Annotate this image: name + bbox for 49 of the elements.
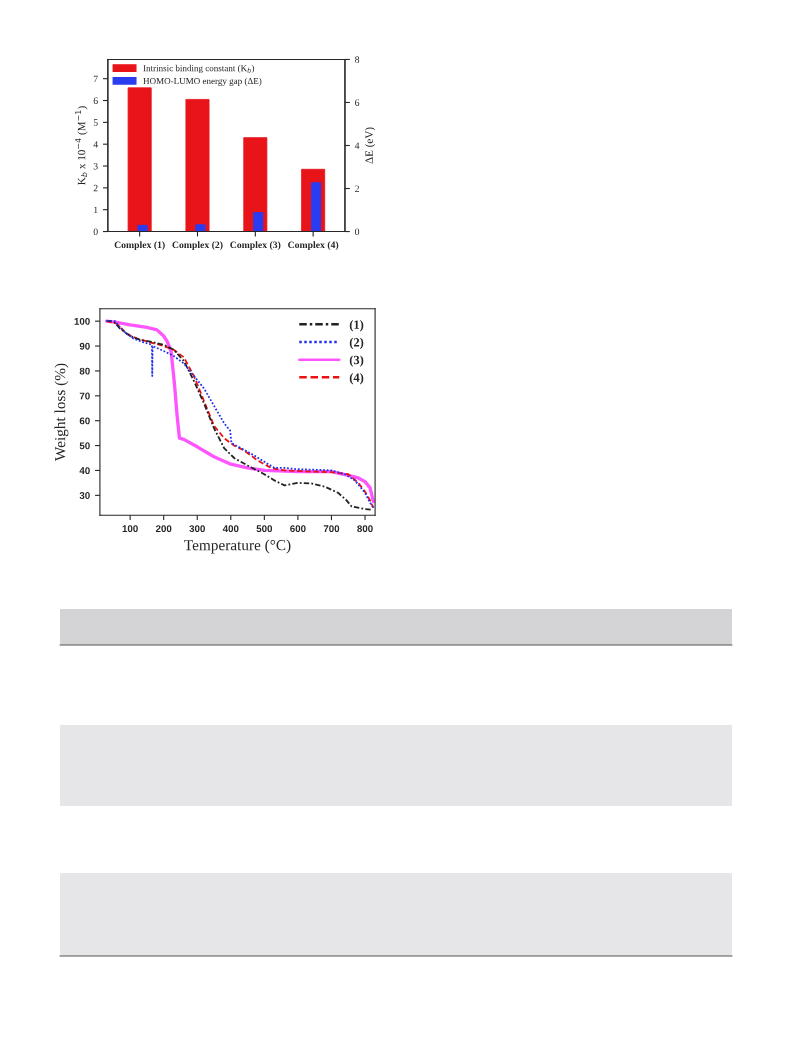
y2-tick-label: 0 (355, 228, 360, 236)
legend-label: (2) (349, 337, 364, 350)
x-tick-label: 300 (189, 525, 205, 533)
y2-tick-label: 8 (355, 56, 360, 63)
y-tick-label: 5 (93, 119, 98, 126)
y-tick-label: 6 (93, 97, 98, 104)
x-tick-label: Complex (1) (114, 241, 165, 251)
y-tick-label: 50 (79, 442, 90, 450)
x-tick-label: 800 (357, 525, 373, 533)
y-tick-label: 4 (93, 141, 98, 148)
y2-axis-title: ΔE (eV) (365, 127, 376, 164)
y-axis-title: K$_{b}$ x 10$^{−4}$ (M$^{−1}$) (75, 106, 88, 185)
x-tick-label: 400 (222, 525, 239, 533)
bar (243, 137, 268, 232)
x-tick-label: 700 (323, 525, 340, 533)
x-tick-label: Complex (2) (172, 241, 223, 251)
x-tick-label: Complex (3) (230, 241, 281, 251)
y-tick-label: 40 (79, 467, 90, 475)
y-tick-label: 100 (74, 317, 90, 325)
x-tick-label: Complex (4) (288, 241, 339, 251)
bar (253, 212, 264, 232)
x-tick-label: 500 (256, 525, 273, 533)
y-tick-label: 70 (79, 392, 90, 400)
y-axis-title: Weight loss (%) (54, 363, 69, 461)
legend-label: HOMO-LUMO energy gap (ΔE) (143, 77, 262, 86)
x-axis-title: Temperature (°C) (184, 539, 291, 554)
y-tick-label: 80 (79, 367, 90, 375)
bar (185, 99, 210, 232)
y-tick-label: 1 (94, 206, 98, 214)
x-tick-label: 600 (290, 525, 306, 533)
y-tick-label: 7 (93, 75, 98, 83)
x-tick-label: 100 (122, 525, 138, 533)
y2-tick-label: 2 (355, 185, 359, 192)
y-tick-label: 2 (93, 184, 98, 192)
legend-label: (3) (349, 355, 364, 367)
y-tick-label: 3 (93, 162, 98, 170)
legend-label: (4) (349, 373, 364, 385)
bar (127, 87, 152, 232)
y-tick-label: 0 (93, 228, 98, 236)
legend-label: (1) (349, 320, 364, 332)
bar (195, 224, 206, 232)
y-tick-label: 90 (79, 342, 90, 350)
bar (137, 224, 148, 232)
y-tick-label: 60 (79, 417, 90, 425)
x-tick-label: 200 (155, 525, 172, 533)
legend-label: Intrinsic binding constant (K$_{b}$) (143, 64, 255, 74)
y2-tick-label: 6 (355, 99, 360, 106)
y2-tick-label: 4 (354, 142, 360, 149)
y-tick-label: 30 (79, 492, 90, 499)
